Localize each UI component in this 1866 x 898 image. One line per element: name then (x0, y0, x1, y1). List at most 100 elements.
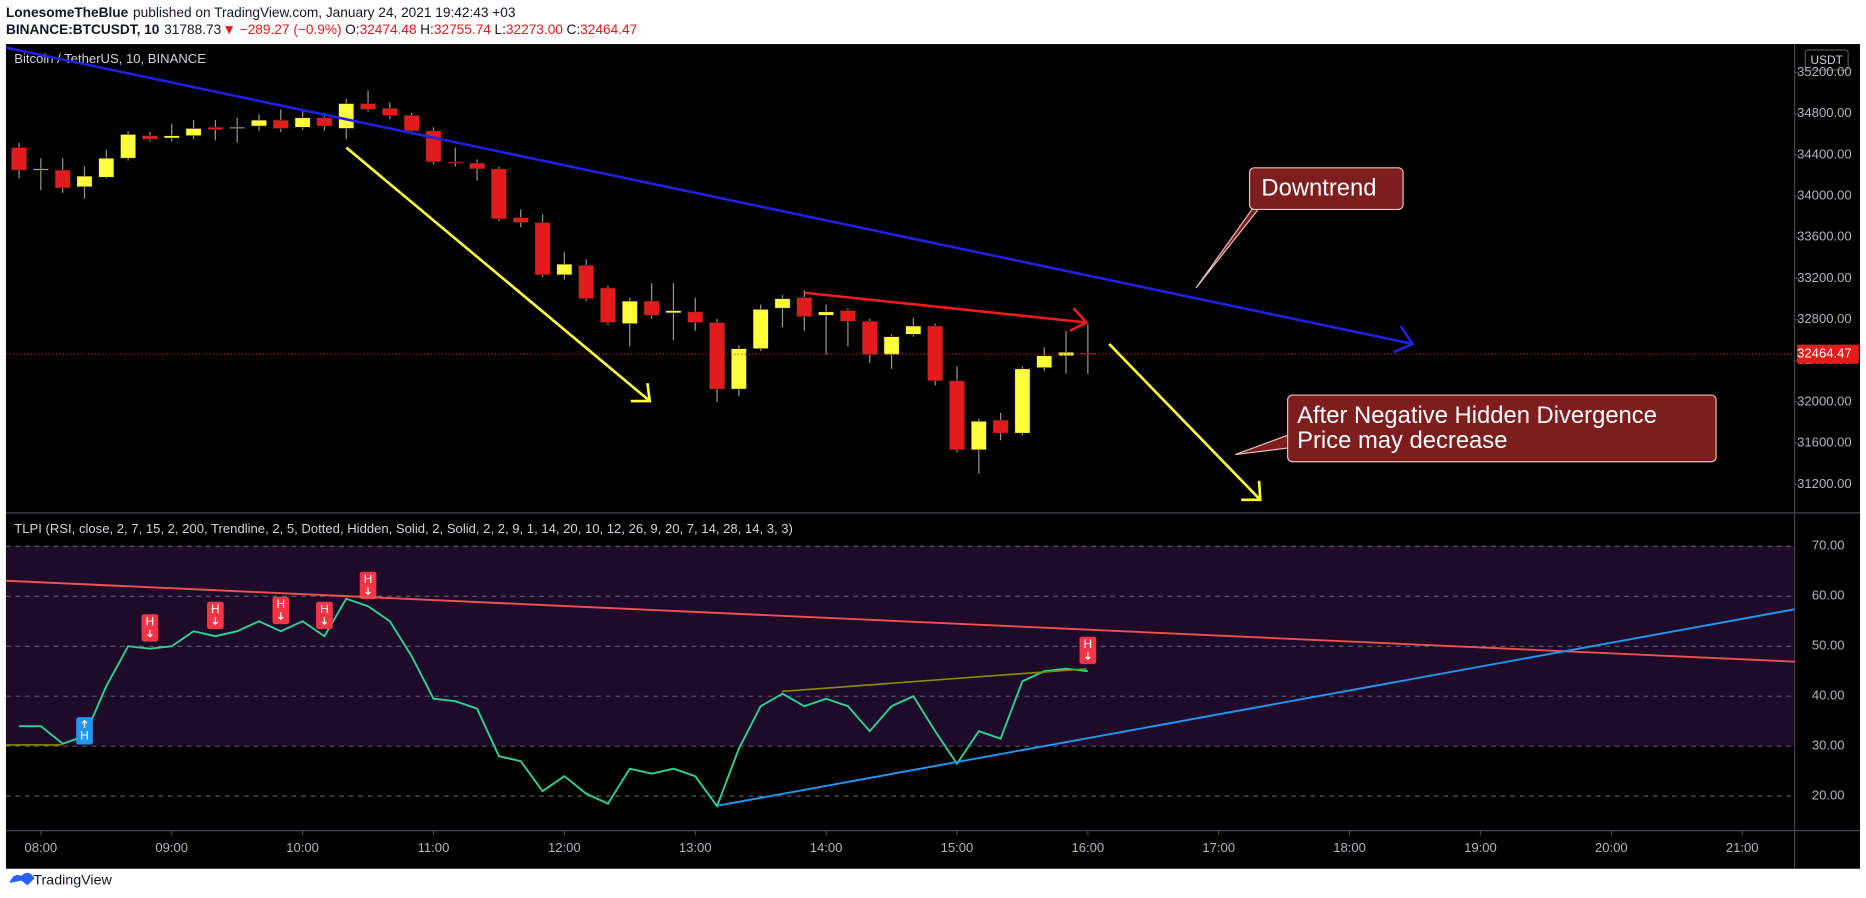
last-price-box (1796, 344, 1859, 364)
candle-body (207, 127, 224, 130)
candle-body (251, 119, 267, 127)
symbol: BINANCE:BTCUSDT, 10 (6, 21, 160, 36)
candle-body (796, 297, 813, 317)
y-tick-label: 32800.00 (1797, 311, 1852, 326)
candle-body (709, 322, 725, 390)
candle-body (54, 169, 71, 189)
candle-body (861, 320, 878, 355)
y-tick-label: 60.00 (1812, 588, 1845, 603)
logo (9, 872, 35, 886)
signal-arrow (212, 617, 219, 626)
divergence-line (781, 667, 1087, 693)
x-tick-label: 11:00 (418, 840, 450, 855)
candle-body (32, 168, 49, 171)
y-tick-label: 50.00 (1812, 638, 1845, 653)
arrow-head (630, 383, 652, 403)
candle-body (883, 336, 900, 355)
x-tick-label: 17:00 (1202, 840, 1235, 855)
candle-body (730, 348, 747, 390)
x-tick-label: 14:00 (810, 840, 843, 855)
ohlc-value: 32474.48 (360, 21, 417, 36)
arrow-head (1241, 480, 1262, 502)
x-tick-label: 10:00 (286, 840, 319, 855)
signal-box (1079, 636, 1097, 665)
x-tick-label: 12:00 (548, 840, 581, 855)
callout-text: After Negative Hidden Divergence (1297, 402, 1657, 429)
ohlc-key: O: (345, 21, 359, 36)
candle-body (927, 325, 944, 382)
candle-body (621, 300, 638, 324)
candle-body (120, 134, 137, 159)
callout-box (1248, 167, 1404, 211)
callout-text: Downtrend (1261, 174, 1376, 201)
candle-body (839, 310, 856, 322)
x-tick-label: 19:00 (1464, 840, 1497, 855)
candle-body (970, 420, 987, 451)
y-tick-label: 30.00 (1812, 738, 1845, 753)
candle-body (687, 311, 704, 323)
x-tick-label: 21:00 (1726, 840, 1759, 855)
candle-body (1058, 351, 1074, 357)
indicator-title: TLPI (RSI, close, 2, 7, 15, 2, 200, Tren… (14, 521, 793, 536)
x-tick-label: 09:00 (155, 840, 188, 855)
candle-body (949, 380, 965, 451)
callout-box (1287, 394, 1717, 463)
y-tick-label: 31200.00 (1797, 476, 1852, 491)
candle-body (534, 222, 551, 276)
symbol-line: BINANCE:BTCUSDT, 10 31788.73▼ −289.27 (−0… (6, 21, 637, 36)
y-tick-label: 31600.00 (1797, 435, 1852, 450)
candle-body (578, 265, 595, 299)
ohlc-key: C: (566, 21, 580, 36)
signal-box (207, 601, 224, 630)
signal-label: H (211, 602, 220, 616)
y-tick-label: 33200.00 (1797, 270, 1852, 285)
candle-body (11, 147, 27, 171)
y-tick-label: 35200.00 (1797, 64, 1852, 79)
signal-label: H (277, 597, 286, 611)
user: LonesomeTheBlue (6, 5, 129, 20)
ohlc-value: 32755.74 (434, 21, 491, 36)
arrow-head (1069, 307, 1089, 333)
currency: USDT (1811, 53, 1843, 67)
signal-label: H (364, 572, 373, 586)
change: ▼ −289.27 (−0.9%) (222, 21, 341, 36)
candle-body (338, 103, 355, 129)
arrow-head (1393, 325, 1415, 354)
candle-body (556, 263, 573, 276)
candle-body (98, 157, 115, 178)
candle-body (229, 127, 246, 129)
signal-label: H (80, 728, 89, 742)
x-tick-label: 20:00 (1595, 840, 1628, 855)
y-tick-label: 70.00 (1812, 538, 1845, 553)
x-tick-label: 18:00 (1333, 840, 1366, 855)
candle-body (469, 162, 486, 170)
y-tick-label: 33600.00 (1797, 229, 1852, 244)
last: 31788.73 (164, 21, 221, 36)
signal-box (316, 601, 333, 630)
drawings (5, 46, 1795, 807)
y-tick-label: 40.00 (1812, 688, 1845, 703)
candle-body (643, 300, 660, 316)
candle-body (272, 119, 289, 129)
signal-box (76, 717, 93, 745)
signal-arrow (147, 629, 153, 638)
signal-box (359, 571, 377, 600)
signal-label: H (146, 615, 155, 629)
candle-body (360, 103, 376, 110)
downtrend-line (5, 46, 1413, 346)
x-tick-label: 13:00 (679, 840, 712, 855)
candle-body (185, 128, 202, 136)
x-tick-label: 15:00 (941, 840, 974, 855)
footer: TradingView (33, 872, 112, 888)
x-tick-label: 08:00 (24, 840, 57, 855)
candle-body (1036, 355, 1053, 368)
y-tick-label: 32000.00 (1797, 393, 1852, 408)
yellow-arrow (345, 146, 651, 403)
signal-arrow (365, 587, 371, 596)
candle-body (665, 310, 682, 314)
candle-body (76, 175, 93, 188)
candle-body (818, 311, 835, 316)
yellow-arrow (1108, 343, 1262, 501)
candle-body (905, 325, 922, 335)
candle-body (1014, 368, 1031, 434)
